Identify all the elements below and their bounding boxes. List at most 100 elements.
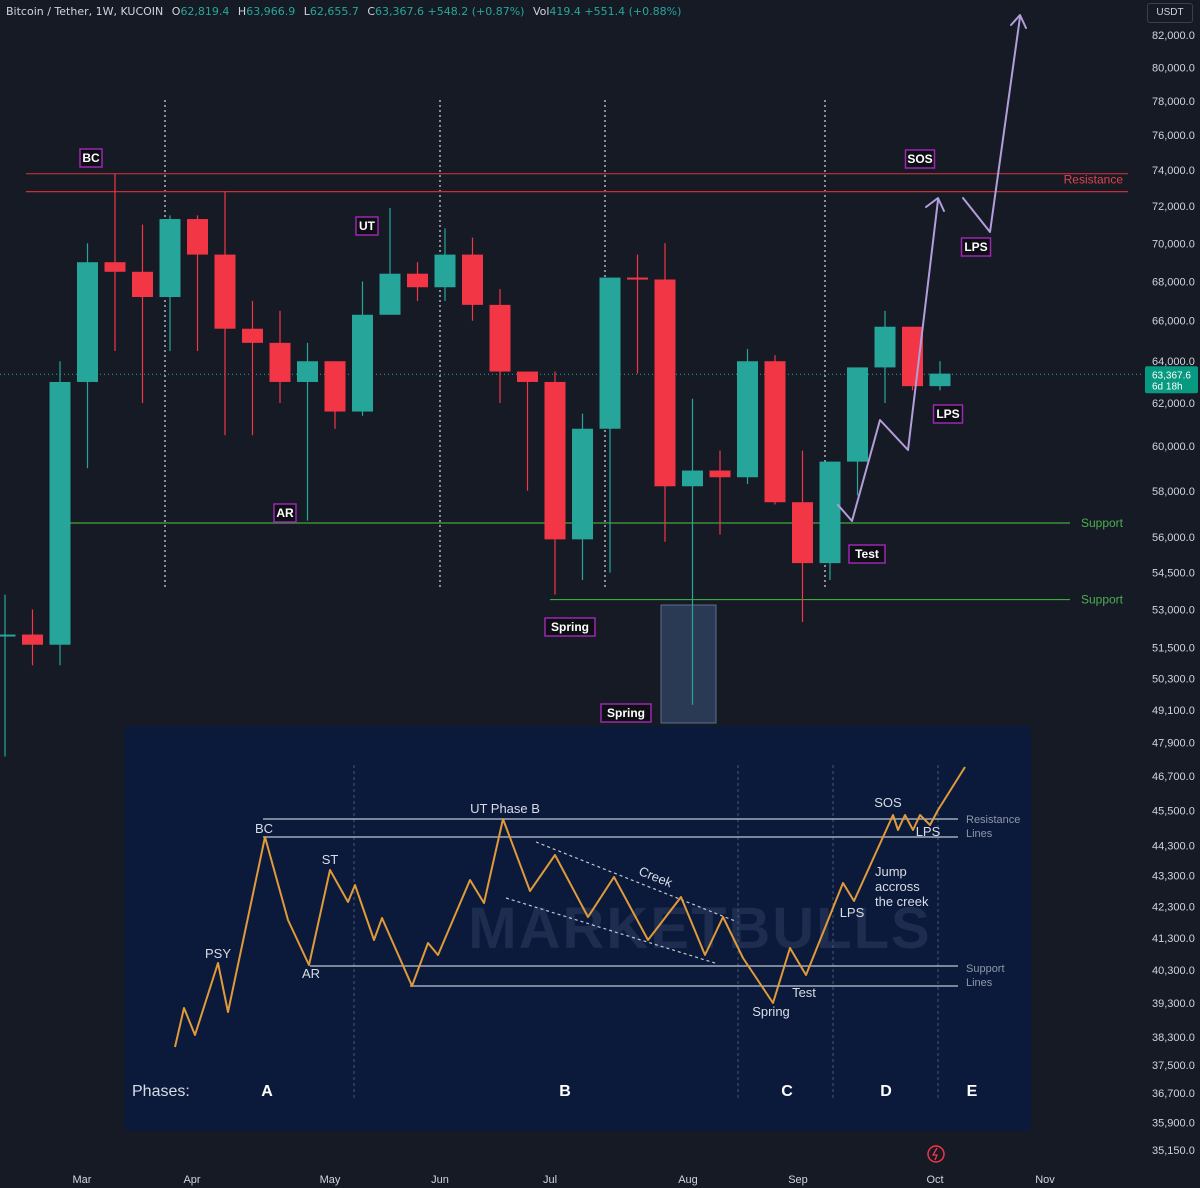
candle-body	[407, 273, 428, 288]
price-tick-label: 44,300.0	[1152, 841, 1195, 853]
time-tick-label: Jun	[431, 1174, 449, 1186]
label-box	[960, 237, 992, 257]
phase-letter: A	[261, 1083, 273, 1100]
candle	[159, 215, 181, 351]
candle-body	[792, 502, 813, 564]
schematic-annotation: LPS	[916, 824, 941, 839]
candle	[654, 243, 676, 542]
candle-body	[324, 361, 346, 412]
candle	[379, 208, 401, 315]
price-tick-label: 53,000.0	[1152, 604, 1195, 616]
phase-letter: B	[559, 1083, 571, 1100]
candle	[214, 191, 236, 436]
price-tick-label: 78,000.0	[1152, 96, 1195, 108]
time-tick-label: Mar	[73, 1174, 92, 1186]
candle	[352, 281, 373, 416]
open-value: 62,819.4	[180, 5, 230, 18]
low-value: 62,655.7	[309, 5, 359, 18]
wyckoff-label: LPS	[932, 404, 964, 424]
candle-body	[929, 373, 951, 387]
label-text: Test	[855, 547, 879, 561]
time-tick-label: May	[320, 1174, 341, 1186]
label-box	[355, 216, 379, 236]
candle	[874, 310, 896, 404]
price-tick-label: 35,900.0	[1152, 1117, 1195, 1129]
candle	[764, 355, 786, 505]
price-tick-label: 45,500.0	[1152, 805, 1195, 817]
price-tick-label: 74,000.0	[1152, 165, 1195, 177]
candle-body	[187, 219, 208, 255]
candle	[324, 361, 346, 429]
candle	[929, 361, 951, 391]
candle	[132, 224, 153, 404]
candle-body	[737, 361, 758, 478]
label-text: BC	[82, 151, 100, 165]
candle	[297, 342, 318, 521]
inset-background	[124, 726, 1031, 1131]
wyckoff-label: AR	[273, 503, 297, 523]
candle-body	[77, 262, 98, 382]
candle-body	[654, 279, 676, 487]
label-box	[848, 544, 886, 564]
projection-path	[837, 14, 1027, 522]
candle-body	[214, 254, 236, 329]
candle	[599, 277, 621, 573]
candle	[104, 173, 126, 351]
candle	[682, 398, 703, 705]
candle	[517, 371, 538, 491]
candle-body	[242, 328, 263, 343]
currency-button[interactable]: USDT	[1147, 3, 1193, 23]
candle	[709, 450, 731, 535]
price-tick-label: 40,300.0	[1152, 965, 1195, 977]
label-box	[600, 703, 652, 723]
candle-body	[132, 271, 153, 298]
projection-arrowhead-1	[925, 197, 945, 212]
schematic-annotation: Spring	[752, 1004, 790, 1019]
candle-body	[159, 219, 181, 298]
candle	[242, 300, 263, 436]
time-tick-label: Jul	[543, 1174, 557, 1186]
price-tick-label: 39,300.0	[1152, 998, 1195, 1010]
candle	[489, 289, 511, 404]
candle-body	[104, 262, 126, 272]
price-tick-label: 56,000.0	[1152, 532, 1195, 544]
candle-body	[544, 381, 566, 540]
schematic-annotation: UT Phase B	[470, 801, 540, 816]
price-tick-label: 62,000.0	[1152, 398, 1195, 410]
price-tick-label: 76,000.0	[1152, 130, 1195, 142]
current-price-tag: 63,367.66d 18h	[1145, 366, 1198, 394]
candle	[22, 609, 43, 666]
price-tick-label: 82,000.0	[1152, 30, 1195, 42]
candle-body	[379, 273, 401, 315]
candle-body	[819, 461, 841, 564]
candle-body	[22, 634, 43, 645]
candles	[0, 173, 951, 757]
time-tick-label: Nov	[1035, 1174, 1055, 1186]
wyckoff-label: Spring	[600, 703, 652, 723]
main-chart: 82,000.0 80,000.0 78,000.0 76,000.0 74,000.0…	[0, 14, 1198, 1186]
wyckoff-label: LPS	[960, 237, 992, 257]
candle	[627, 254, 648, 374]
price-tick-label: 58,000.0	[1152, 486, 1195, 498]
current-price-text: 63,367.6	[1152, 370, 1191, 381]
price-tag-box	[1145, 366, 1198, 394]
phase-letter: C	[781, 1083, 793, 1100]
price-tick-label: 50,300.0	[1152, 673, 1195, 685]
phase-letter: D	[880, 1083, 892, 1100]
candle	[0, 594, 16, 757]
candle-body	[847, 367, 868, 462]
schematic-annotation: PSY	[205, 946, 231, 961]
candle-body	[269, 342, 291, 382]
candle	[737, 348, 758, 485]
wyckoff-label: UT	[355, 216, 379, 236]
price-tick-label: 64,000.0	[1152, 356, 1195, 368]
creek-line	[505, 897, 719, 965]
price-tick-label: 68,000.0	[1152, 276, 1195, 288]
price-tick-label: 54,500.0	[1152, 568, 1195, 580]
candle	[407, 262, 428, 301]
price-tick-label: 41,300.0	[1152, 933, 1195, 945]
change-value: +548.2 (+0.87%)	[427, 5, 525, 18]
candle-body	[434, 254, 456, 288]
